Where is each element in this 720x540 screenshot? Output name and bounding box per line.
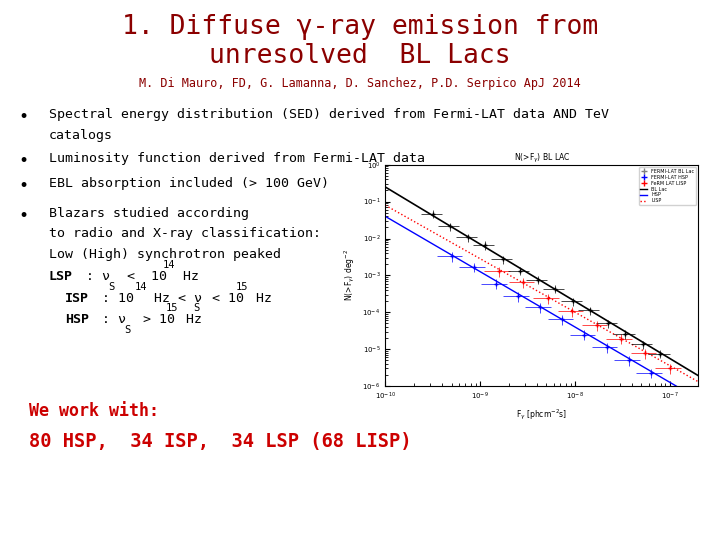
Line: HSP: HSP <box>385 217 698 399</box>
BL Lac <box>381 184 390 190</box>
Text: unresolved  BL Lacs: unresolved BL Lacs <box>210 43 510 69</box>
Text: Hz < ν: Hz < ν <box>146 292 202 305</box>
HSP <box>645 367 654 374</box>
Text: •: • <box>18 177 28 195</box>
Text: LSP: LSP <box>49 270 73 283</box>
Y-axis label: N(>F$_\gamma$) deg$^{-2}$: N(>F$_\gamma$) deg$^{-2}$ <box>342 249 357 301</box>
Text: •: • <box>18 108 28 126</box>
Line: LISP: LISP <box>385 205 698 382</box>
BL Lac <box>572 299 581 306</box>
Text: catalogs: catalogs <box>49 129 113 141</box>
Text: Blazars studied according: Blazars studied according <box>49 207 249 220</box>
Text: Hz: Hz <box>178 313 202 326</box>
Text: We work with:: We work with: <box>29 402 159 420</box>
Text: Hz: Hz <box>175 270 199 283</box>
HSP <box>566 321 575 328</box>
LISP <box>572 310 581 316</box>
Text: Hz: Hz <box>248 292 272 305</box>
Text: <  10: < 10 <box>119 270 167 283</box>
Text: < 10: < 10 <box>204 292 244 305</box>
LISP <box>566 307 575 313</box>
Line: BL Lac: BL Lac <box>385 187 698 376</box>
LISP <box>381 202 390 208</box>
Text: : ν: : ν <box>102 313 126 326</box>
Text: 1. Diffuse γ-ray emission from: 1. Diffuse γ-ray emission from <box>122 14 598 39</box>
Text: M. Di Mauro, FD, G. Lamanna, D. Sanchez, P.D. Serpico ApJ 2014: M. Di Mauro, FD, G. Lamanna, D. Sanchez,… <box>139 77 581 90</box>
Text: : 10: : 10 <box>102 292 134 305</box>
BL Lac <box>566 295 575 302</box>
Text: > 10: > 10 <box>135 313 175 326</box>
Text: ISP: ISP <box>65 292 89 305</box>
Text: : ν: : ν <box>86 270 110 283</box>
Text: to radio and X-ray classification:: to radio and X-ray classification: <box>49 227 321 240</box>
Text: 14: 14 <box>135 282 147 292</box>
LISP <box>665 362 673 368</box>
Text: HSP: HSP <box>65 313 89 326</box>
HSP <box>382 214 390 220</box>
LISP <box>567 307 576 314</box>
Text: •: • <box>18 152 28 170</box>
LISP <box>382 202 390 209</box>
Text: S: S <box>109 282 115 292</box>
Text: S: S <box>125 325 131 335</box>
Text: 15: 15 <box>236 282 248 292</box>
LISP <box>645 351 654 357</box>
LISP <box>694 379 703 385</box>
Text: 80 HSP,  34 ISP,  34 LSP (68 LISP): 80 HSP, 34 ISP, 34 LSP (68 LISP) <box>29 432 411 451</box>
Text: Luminosity function derived from Fermi-LAT data: Luminosity function derived from Fermi-L… <box>49 152 425 165</box>
Text: Spectral energy distribution (SED) derived from Fermi-LAT data AND TeV: Spectral energy distribution (SED) deriv… <box>49 108 609 121</box>
Text: 14: 14 <box>163 260 175 271</box>
HSP <box>381 213 390 220</box>
HSP <box>665 379 673 385</box>
BL Lac <box>645 343 654 349</box>
Text: Low (High) synchrotron peaked: Low (High) synchrotron peaked <box>49 248 281 261</box>
BL Lac <box>694 373 703 379</box>
Text: EBL absorption included (> 100 GeV): EBL absorption included (> 100 GeV) <box>49 177 329 190</box>
Title: N(>F$_\gamma$) BL LAC: N(>F$_\gamma$) BL LAC <box>513 152 570 165</box>
BL Lac <box>567 296 576 302</box>
Legend: FERMI-LAT BL Lac, FERMI-LAT HSP, FeRM LAT LISP, BL Lac, HSP, LISP: FERMI-LAT BL Lac, FERMI-LAT HSP, FeRM LA… <box>639 167 696 205</box>
Text: 15: 15 <box>166 303 178 314</box>
BL Lac <box>665 355 673 361</box>
HSP <box>572 325 581 332</box>
HSP <box>694 396 703 402</box>
HSP <box>567 322 576 328</box>
X-axis label: F$_\gamma$ [phcm$^{-2}$s]: F$_\gamma$ [phcm$^{-2}$s] <box>516 408 567 422</box>
Text: S: S <box>193 303 199 314</box>
Text: •: • <box>18 207 28 225</box>
BL Lac <box>382 184 390 191</box>
